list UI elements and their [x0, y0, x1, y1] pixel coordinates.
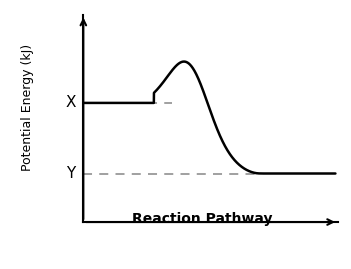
Text: Y: Y	[67, 166, 76, 181]
Text: Potential Energy (kJ): Potential Energy (kJ)	[21, 44, 34, 171]
Text: Reaction Pathway: Reaction Pathway	[132, 213, 272, 226]
Text: X: X	[65, 95, 76, 110]
